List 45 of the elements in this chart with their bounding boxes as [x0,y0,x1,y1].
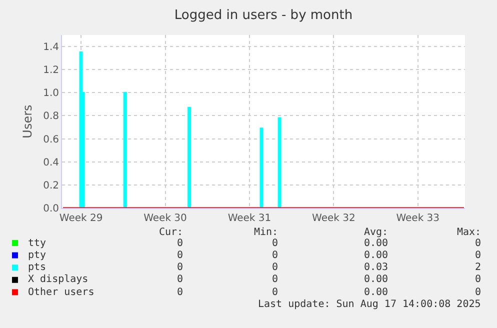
text: 0 [475,287,482,298]
y-tick-label: 1.0 [43,88,59,100]
text: 0 [177,262,184,273]
text: 0 [177,238,184,249]
text: Cur: [159,227,184,238]
x-tick-label: Week 32 [312,213,356,224]
text: 0.00 [364,238,388,249]
legend-label: Other users [28,287,94,298]
text: 0 [272,274,278,285]
x-tick-label: Week 31 [228,213,272,224]
y-axis-title: Users [20,104,34,138]
y-tick-label: 0.0 [43,204,59,214]
text: 0 [177,274,184,285]
text: 0.00 [364,250,388,261]
text: 0 [475,238,482,249]
y-tick-label: 0.4 [43,157,59,168]
legend-label: X displays [28,274,88,285]
text: Last update: Sun Aug 17 14:00:08 2025 [258,299,481,310]
legend-label: pty [28,250,46,261]
y-tick-label: 1.4 [43,42,59,54]
x-tick-label: Week 33 [396,213,440,224]
text: 0 [272,250,278,261]
text: Avg: [364,227,388,238]
y-tick-label: 1.2 [43,65,59,76]
y-tick-label: 0.2 [43,180,59,192]
text: 0 [475,274,482,285]
text: 0.00 [364,287,388,298]
text: 0 [272,262,278,273]
text: 0 [475,250,482,261]
text: 0.03 [364,262,388,273]
text: 0 [272,238,278,249]
chart-title: Logged in users - by month [174,8,353,24]
text: 0 [177,250,184,261]
x-tick-label: Week 29 [59,213,103,224]
text: 0.00 [364,274,388,285]
text: Max: [457,227,482,238]
text: 0 [177,287,184,298]
text: 2 [475,262,482,273]
legend-label: pts [28,262,46,273]
y-tick-label: 0.6 [43,134,59,146]
y-tick-label: 0.8 [43,111,59,122]
legend-label: tty [28,238,46,249]
text: Min: [254,227,278,238]
text: 0 [272,287,278,298]
x-tick-label: Week 30 [144,213,187,224]
